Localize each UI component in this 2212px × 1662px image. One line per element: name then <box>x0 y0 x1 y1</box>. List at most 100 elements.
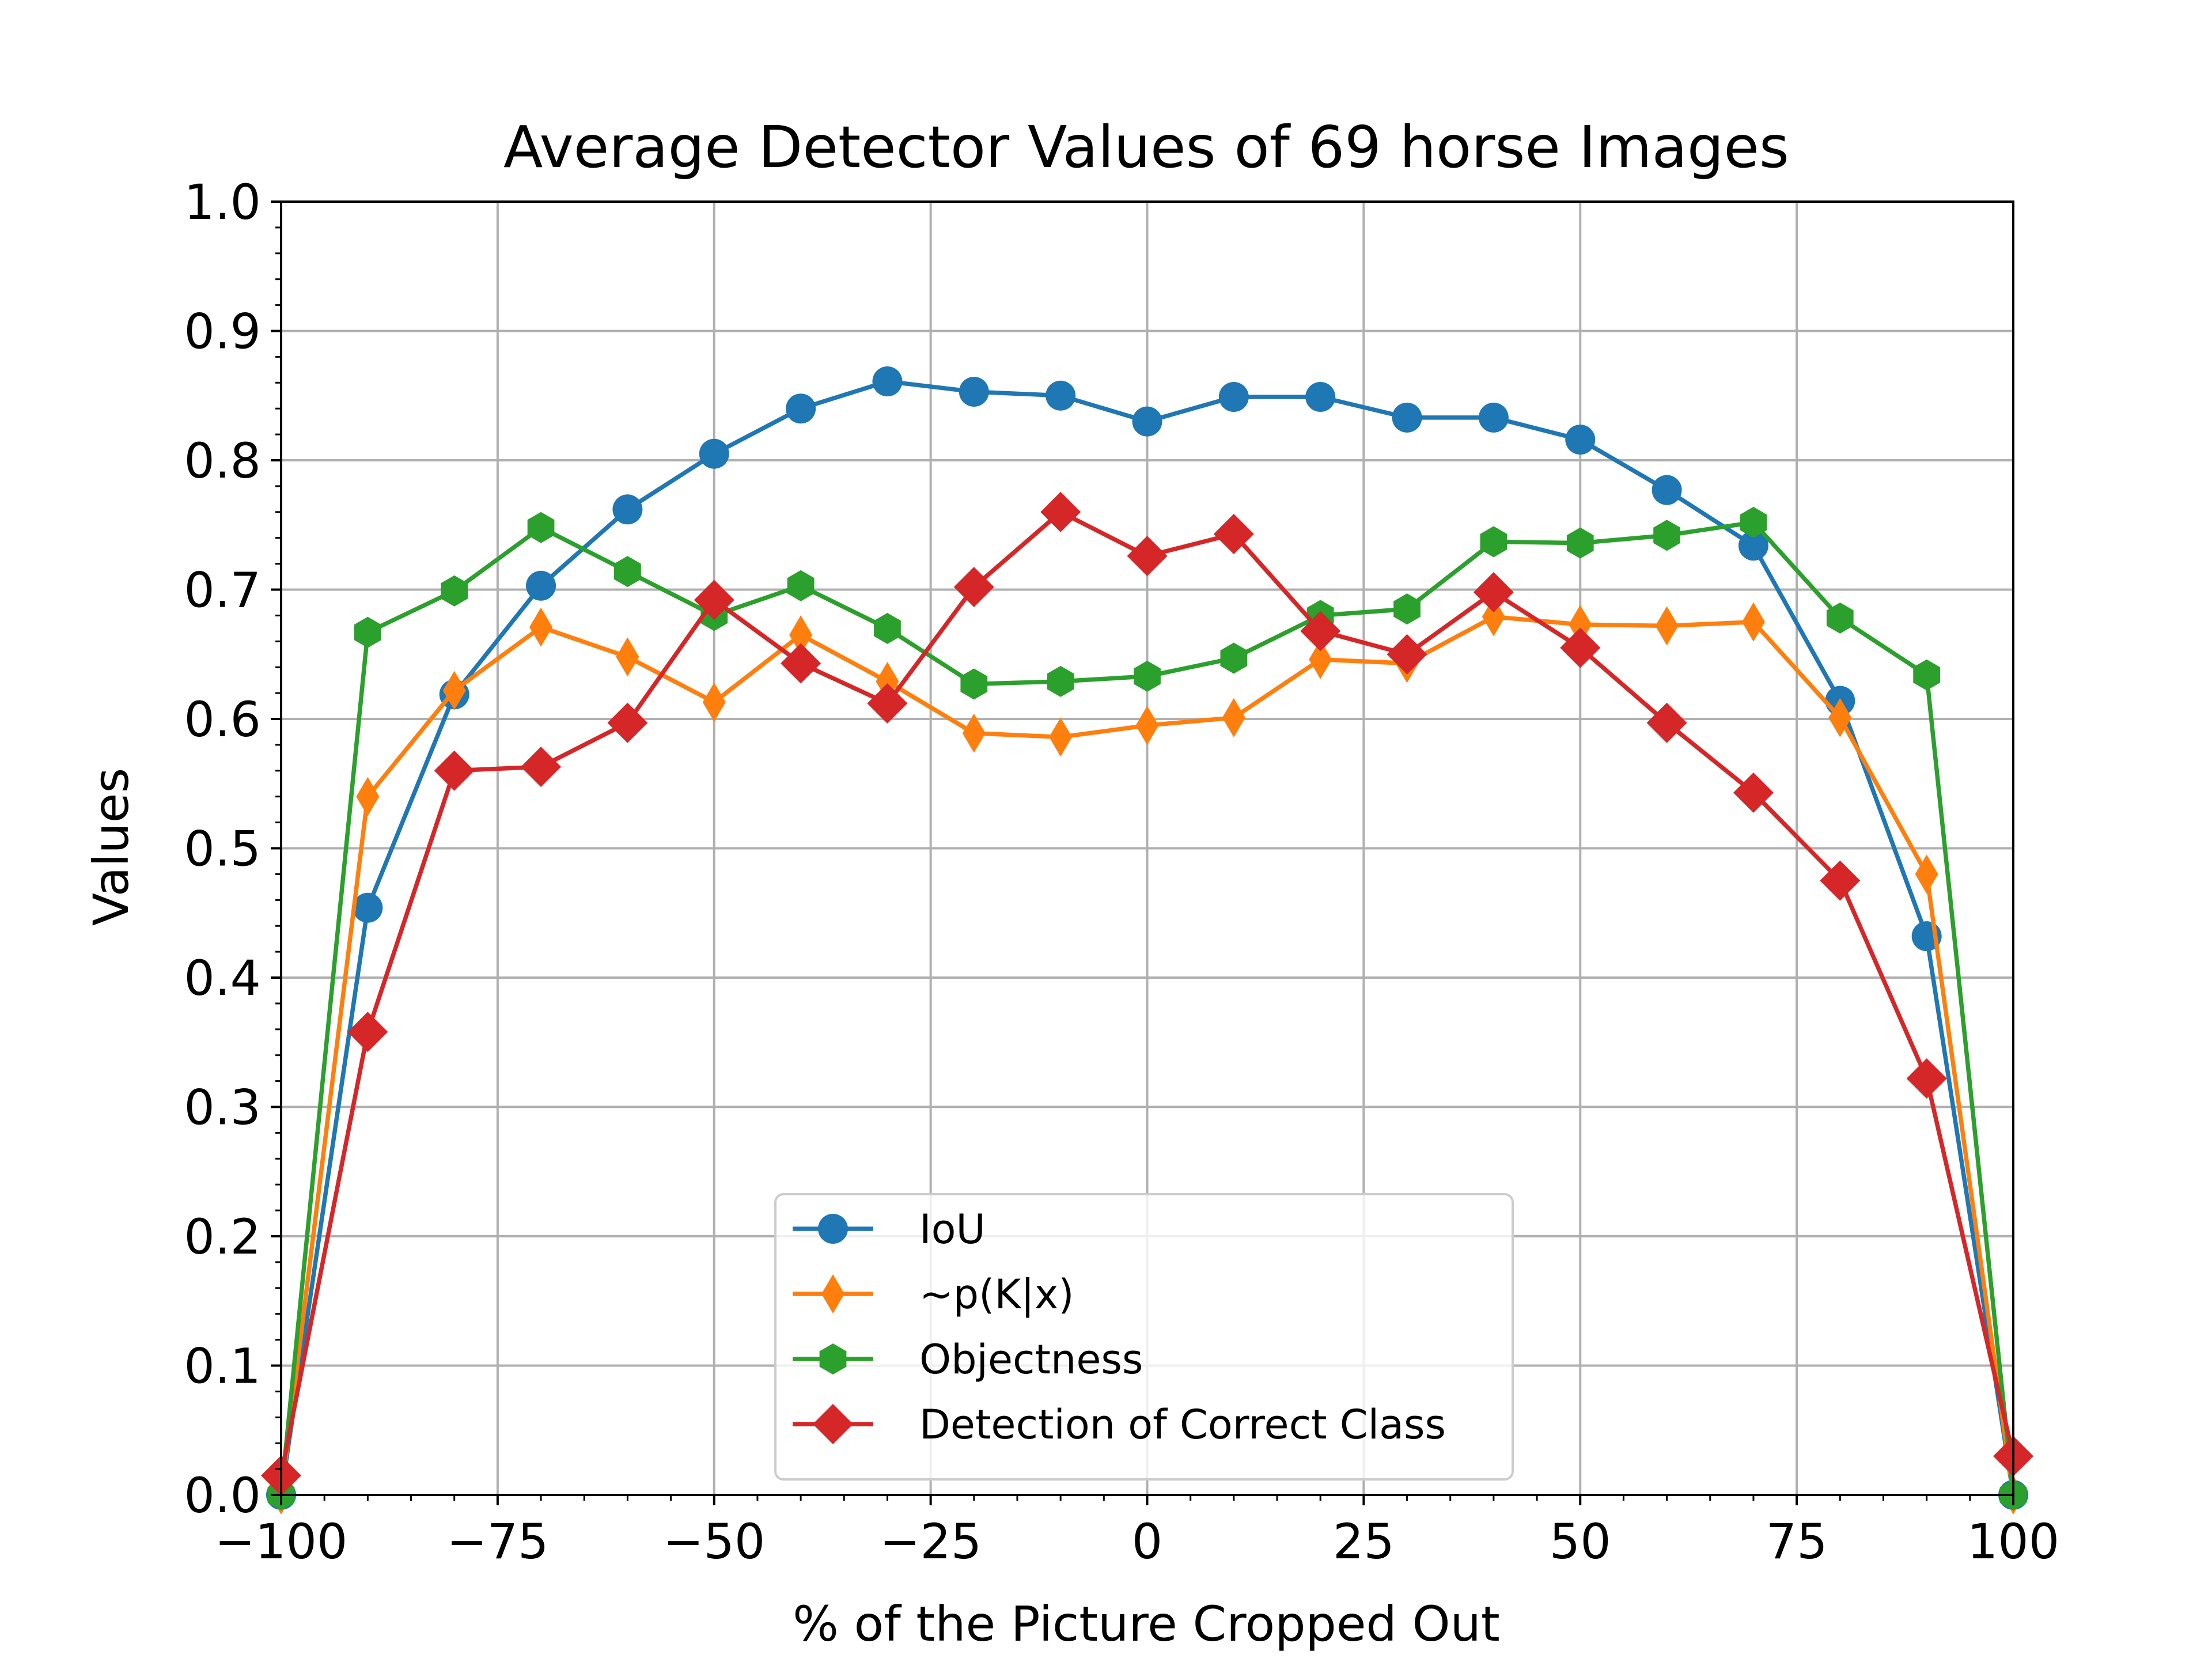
legend-item: Objectness <box>793 1336 1143 1383</box>
legend-marker <box>819 1343 847 1375</box>
data-point <box>872 366 903 397</box>
data-point <box>441 575 468 607</box>
y-tick-label: 0.9 <box>184 304 261 360</box>
data-point <box>786 393 816 424</box>
data-point <box>874 612 901 644</box>
data-point <box>789 615 813 655</box>
x-tick-label: −75 <box>446 1513 548 1570</box>
data-point <box>1049 717 1073 757</box>
series-2 <box>267 506 2027 1510</box>
data-point <box>1906 1058 1947 1099</box>
y-axis-label: Values <box>83 768 139 926</box>
data-point <box>787 570 815 601</box>
series-layer <box>261 366 2033 1515</box>
data-point <box>1305 381 1336 412</box>
data-point <box>1392 402 1422 433</box>
data-point <box>1393 593 1421 625</box>
series-3 <box>261 491 2033 1496</box>
data-point <box>959 377 989 407</box>
legend-label: IoU <box>919 1206 986 1253</box>
data-point <box>356 777 380 816</box>
y-tick-label: 0.3 <box>184 1080 261 1136</box>
y-tick-label: 0.5 <box>184 821 261 877</box>
legend-item: ~p(K|x) <box>793 1271 1074 1318</box>
y-tick-label: 0.0 <box>184 1467 261 1524</box>
x-tick-label: −100 <box>215 1513 348 1570</box>
data-point <box>1040 491 1081 532</box>
legend-marker <box>821 1274 844 1313</box>
data-point <box>1738 531 1768 561</box>
data-point <box>434 750 475 791</box>
legend-marker <box>818 1214 848 1244</box>
data-point <box>1309 639 1332 679</box>
x-tick-label: 50 <box>1550 1513 1611 1570</box>
chart-title: Average Detector Values of 69 horse Imag… <box>503 113 1789 181</box>
data-point <box>526 570 556 601</box>
data-point <box>867 683 908 724</box>
data-point <box>1218 381 1249 412</box>
data-point <box>353 892 383 923</box>
y-tick-label: 1.0 <box>184 174 261 230</box>
data-point <box>699 438 729 469</box>
x-tick-label: −25 <box>880 1513 982 1570</box>
data-point <box>1482 597 1505 637</box>
x-tick-label: 0 <box>1132 1513 1162 1570</box>
legend-item: IoU <box>793 1206 986 1253</box>
y-tick-label: 0.7 <box>184 562 261 619</box>
legend-box <box>774 1193 1514 1481</box>
legend-label: ~p(K|x) <box>919 1271 1074 1318</box>
data-point <box>607 702 648 743</box>
legend-label: Objectness <box>919 1336 1143 1383</box>
y-tick-label: 0.6 <box>184 691 261 748</box>
data-point <box>1046 380 1076 411</box>
data-point <box>1213 513 1254 554</box>
x-axis-label: % of the Picture Cropped Out <box>793 1596 1500 1652</box>
legend-label: Detection of Correct Class <box>919 1401 1446 1448</box>
data-point <box>527 512 555 543</box>
data-point <box>962 713 986 753</box>
data-point <box>1300 611 1341 652</box>
data-point <box>1655 606 1679 646</box>
legend-item: Detection of Correct Class <box>793 1401 1446 1448</box>
y-tick-label: 0.1 <box>184 1338 261 1395</box>
x-tick-label: 75 <box>1766 1513 1828 1570</box>
x-tick-label: 25 <box>1333 1513 1395 1570</box>
data-point <box>1387 634 1427 675</box>
data-point <box>1741 602 1765 642</box>
data-point <box>694 580 734 620</box>
y-tick-label: 0.4 <box>184 950 261 1006</box>
data-point <box>781 643 821 684</box>
ticks: −100 −75 −50 −25 0 25 50 75 100 0.0 0.1 0.2 0.3 0.4 0.… <box>184 174 2059 1570</box>
data-point <box>1473 571 1514 612</box>
data-point <box>1566 527 1594 559</box>
data-point <box>354 616 381 648</box>
y-tick-label: 0.2 <box>184 1209 261 1265</box>
x-tick-label: 100 <box>1967 1513 2059 1570</box>
data-point <box>1047 665 1074 697</box>
data-point <box>1653 520 1680 551</box>
data-point <box>442 671 466 710</box>
data-point <box>953 567 994 608</box>
data-point <box>612 494 643 525</box>
data-point <box>1134 660 1161 692</box>
data-point <box>1915 854 1938 894</box>
data-point <box>347 1012 388 1053</box>
legend-marker <box>813 1404 853 1444</box>
data-point <box>614 556 641 588</box>
data-point <box>1220 642 1248 674</box>
data-point <box>1565 425 1596 455</box>
legend: IoU ~p(K|x) Objectness Detection of Correct… <box>774 1193 1514 1481</box>
data-point <box>1820 860 1861 901</box>
x-tick-label: −50 <box>663 1513 765 1570</box>
data-point <box>960 668 988 700</box>
data-point <box>1222 698 1245 737</box>
data-point <box>1560 627 1601 668</box>
data-point <box>702 682 726 722</box>
data-point <box>1652 475 1682 505</box>
data-point <box>1132 406 1162 437</box>
data-point <box>1733 772 1774 813</box>
y-tick-label: 0.8 <box>184 433 261 489</box>
data-point <box>1135 706 1159 745</box>
data-point <box>1828 698 1852 737</box>
